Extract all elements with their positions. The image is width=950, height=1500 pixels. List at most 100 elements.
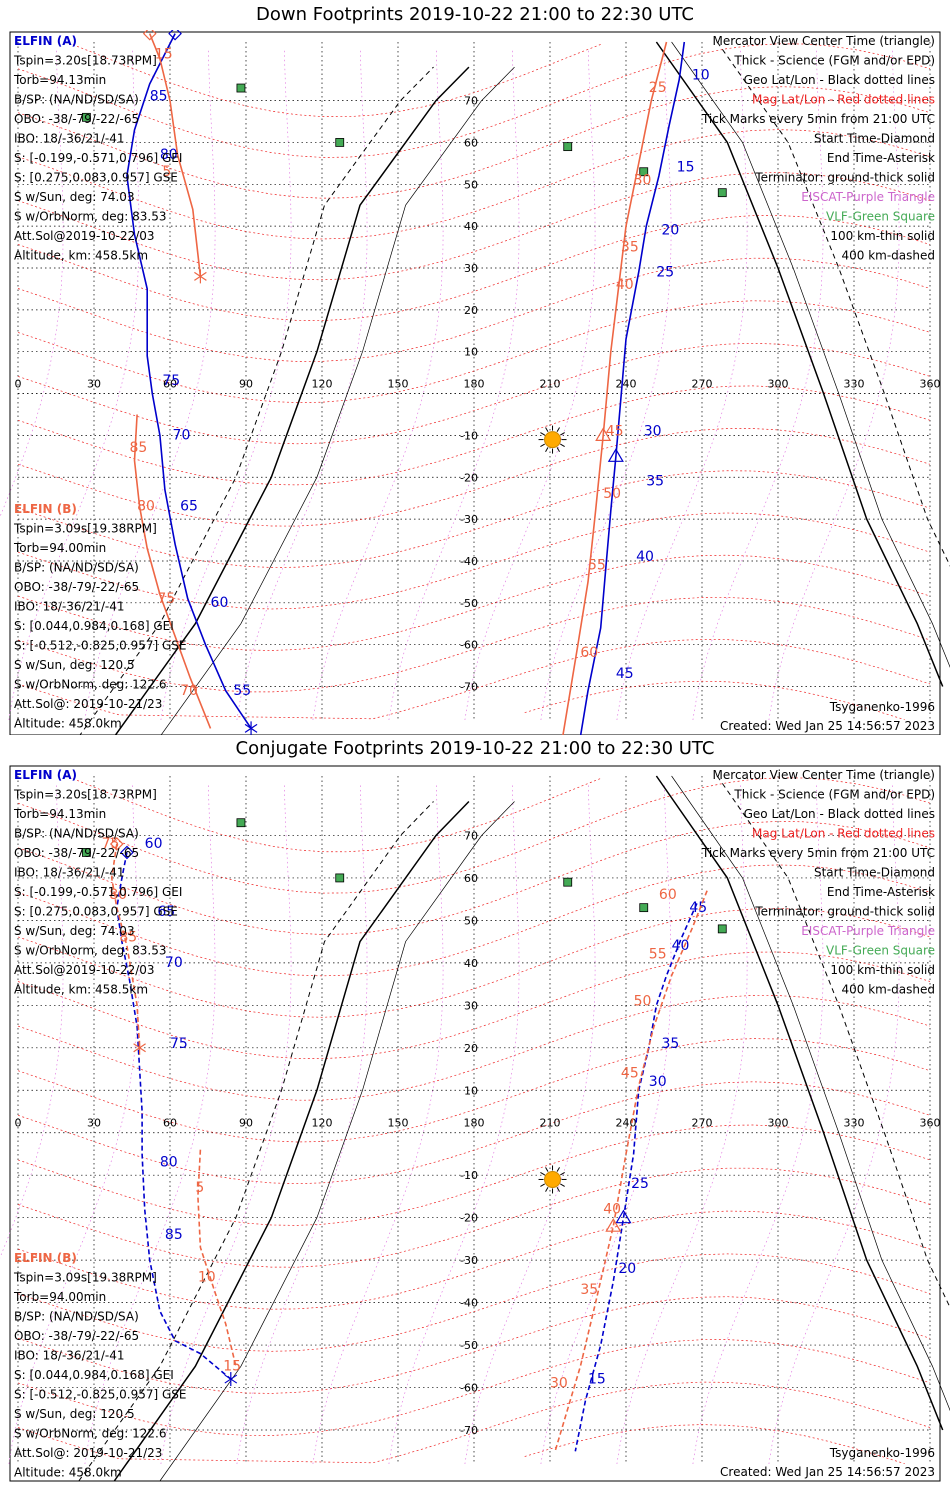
y-tick-label: 30 — [464, 999, 478, 1012]
elfin-b-time-tick-label: 45 — [621, 1066, 639, 1082]
mag-latitude-line — [17, 43, 931, 158]
elfin-a-info-line: S w/OrbNorm, deg: 83.53 — [14, 210, 166, 224]
terminator-400km — [78, 801, 434, 1482]
y-tick-label: -30 — [460, 1254, 478, 1267]
elfin-a-time-tick-label: 20 — [661, 223, 679, 239]
sun-ray — [560, 432, 565, 436]
y-tick-label: 20 — [464, 1042, 478, 1055]
elfin-b-time-tick-label: 35 — [621, 239, 639, 255]
elfin-a-time-tick-label: 80 — [160, 147, 178, 163]
elfin-b-track — [148, 33, 202, 277]
legend-line: Thick - Science (FGM and/or EPD) — [733, 788, 935, 802]
legend-line: EISCAT-Purple Triangle — [801, 924, 935, 938]
mag-longitude-line — [160, 784, 292, 1465]
terminator-100km — [159, 801, 515, 1482]
x-tick-label: 150 — [388, 1117, 409, 1130]
y-tick-label: -50 — [460, 597, 478, 610]
x-tick-label: 150 — [388, 378, 409, 391]
created-label: Created: Wed Jan 25 14:56:57 2023 — [720, 719, 935, 733]
elfin-b-time-tick-label: 85 — [119, 930, 137, 946]
y-tick-label: -60 — [460, 1382, 478, 1395]
elfin-b-info-line: Altitude: 458.0km — [14, 1466, 122, 1480]
x-tick-label: 360 — [920, 378, 941, 391]
sun-ray — [545, 447, 549, 452]
mag-latitude-line — [17, 1296, 931, 1394]
vlf-station-marker — [639, 903, 649, 913]
elfin-a-time-tick-label: 15 — [588, 1371, 606, 1387]
elfin-b-label: ELFIN (B) — [14, 502, 77, 516]
elfin-a-time-tick-label: 25 — [631, 1176, 649, 1192]
elfin-a-track — [579, 41, 686, 735]
elfin-a-info-line: Tspin=3.20s[18.73RPM] — [13, 788, 157, 802]
elfin-a-info-line: Att.Sol@2019-10-22/03 — [14, 229, 155, 243]
terminator-100km — [160, 66, 515, 735]
elfin-a-time-tick-label: 10 — [692, 68, 710, 84]
y-tick-label: 20 — [464, 304, 478, 317]
elfin-a-info-line: Torb=94.13min — [13, 807, 106, 821]
sun-ray — [560, 443, 565, 448]
elfin-b-time-tick-label: 60 — [659, 887, 677, 903]
elfin-b-end-asterisk — [194, 271, 207, 281]
elfin-b-time-tick-label: 15 — [223, 1359, 241, 1375]
mag-latitude-line — [524, 1424, 905, 1465]
mag-longitude-line — [540, 784, 672, 1465]
elfin-b-time-tick-label: 5 — [195, 1180, 204, 1196]
mag-longitude-line — [464, 784, 596, 1465]
elfin-b-info-line: S w/Sun, deg: 120.5 — [14, 1407, 135, 1421]
y-tick-label: 60 — [464, 872, 478, 885]
elfin-b-info-line: Att.Sol@: 2019-10-21/23 — [14, 697, 162, 711]
elfin-a-info-line: S: [0.275,0.083,0.957] GSE — [14, 905, 178, 919]
elfin-b-time-tick-label: 55 — [649, 947, 667, 963]
legend-line: Terminator: ground-thick solid — [754, 905, 935, 919]
x-tick-label: 0 — [15, 378, 22, 391]
elfin-b-info-line: Tspin=3.09s[19.38RPM] — [13, 1271, 157, 1285]
legend-line: Start Time-Diamond — [814, 132, 935, 146]
vlf-station-marker — [717, 924, 727, 934]
elfin-a-label: ELFIN (A) — [14, 768, 77, 782]
elfin-b-info-line: Torb=94.00min — [13, 1290, 106, 1304]
x-tick-label: 60 — [163, 378, 177, 391]
vlf-station-marker — [82, 848, 91, 857]
elfin-b-time-tick-label: 30 — [550, 1376, 568, 1392]
x-tick-label: 90 — [239, 378, 253, 391]
elfin-b-time-tick-label: 10 — [198, 1269, 216, 1285]
elfin-a-info-line: S w/Sun, deg: 74.03 — [14, 190, 135, 204]
panel-1-title: Down Footprints 2019-10-22 21:00 to 22:3… — [256, 4, 694, 25]
elfin-a-info-line: S w/Sun, deg: 74.03 — [14, 924, 135, 938]
mag-latitude-line — [17, 300, 931, 403]
elfin-b-info-line: S: [0.044,0.984,0.168] GEI — [14, 1368, 174, 1382]
elfin-b-time-tick-label: 5 — [162, 164, 171, 180]
legend-line: Tick Marks every 5min from 21:00 UTC — [701, 112, 935, 126]
elfin-b-info-line: Torb=94.00min — [13, 541, 106, 555]
vlf-station-marker — [82, 112, 91, 122]
elfin-a-time-tick-label: 85 — [165, 1227, 183, 1243]
x-tick-label: 90 — [239, 1117, 253, 1130]
elfin-b-center-triangle — [595, 427, 612, 442]
elfin-a-time-tick-label: 20 — [618, 1261, 636, 1277]
elfin-b-time-tick-label: 40 — [603, 1201, 621, 1217]
elfin-a-time-tick-label: 55 — [233, 683, 251, 699]
elfin-a-time-tick-label: 60 — [211, 595, 229, 611]
elfin-b-info-line: IBO: 18/-36/21/-41 — [14, 600, 125, 614]
elfin-b-info-line: IBO: 18/-36/21/-41 — [14, 1349, 125, 1363]
elfin-b-info-line: S w/OrbNorm, deg: 122.6 — [14, 1427, 166, 1441]
y-tick-label: 30 — [464, 262, 478, 275]
elfin-b-info-line: Altitude: 458.0km — [14, 717, 122, 731]
mag-latitude-line — [17, 470, 931, 568]
terminator-ground — [114, 66, 470, 735]
x-tick-label: 300 — [768, 378, 789, 391]
elfin-a-time-tick-label: 30 — [649, 1074, 667, 1090]
vlf-station-marker — [335, 873, 345, 883]
mag-latitude-line — [17, 512, 931, 610]
terminator-100km — [671, 41, 950, 668]
elfin-b-track — [110, 843, 141, 1048]
legend-line: Mag Lat/Lon - Red dotted lines — [752, 827, 935, 841]
elfin-a-time-tick-label: 45 — [616, 666, 634, 682]
elfin-a-info-line: B/SP: (NA/ND/SD/SA) — [14, 93, 139, 107]
legend-line: EISCAT-Purple Triangle — [801, 190, 935, 204]
elfin-a-info-line: IBO: 18/-36/21/-41 — [14, 132, 125, 146]
y-tick-label: 50 — [464, 178, 478, 191]
mag-latitude-line — [17, 129, 931, 240]
elfin-a-info-line: Torb=94.13min — [13, 73, 106, 87]
legend-line: Terminator: ground-thick solid — [754, 171, 935, 185]
